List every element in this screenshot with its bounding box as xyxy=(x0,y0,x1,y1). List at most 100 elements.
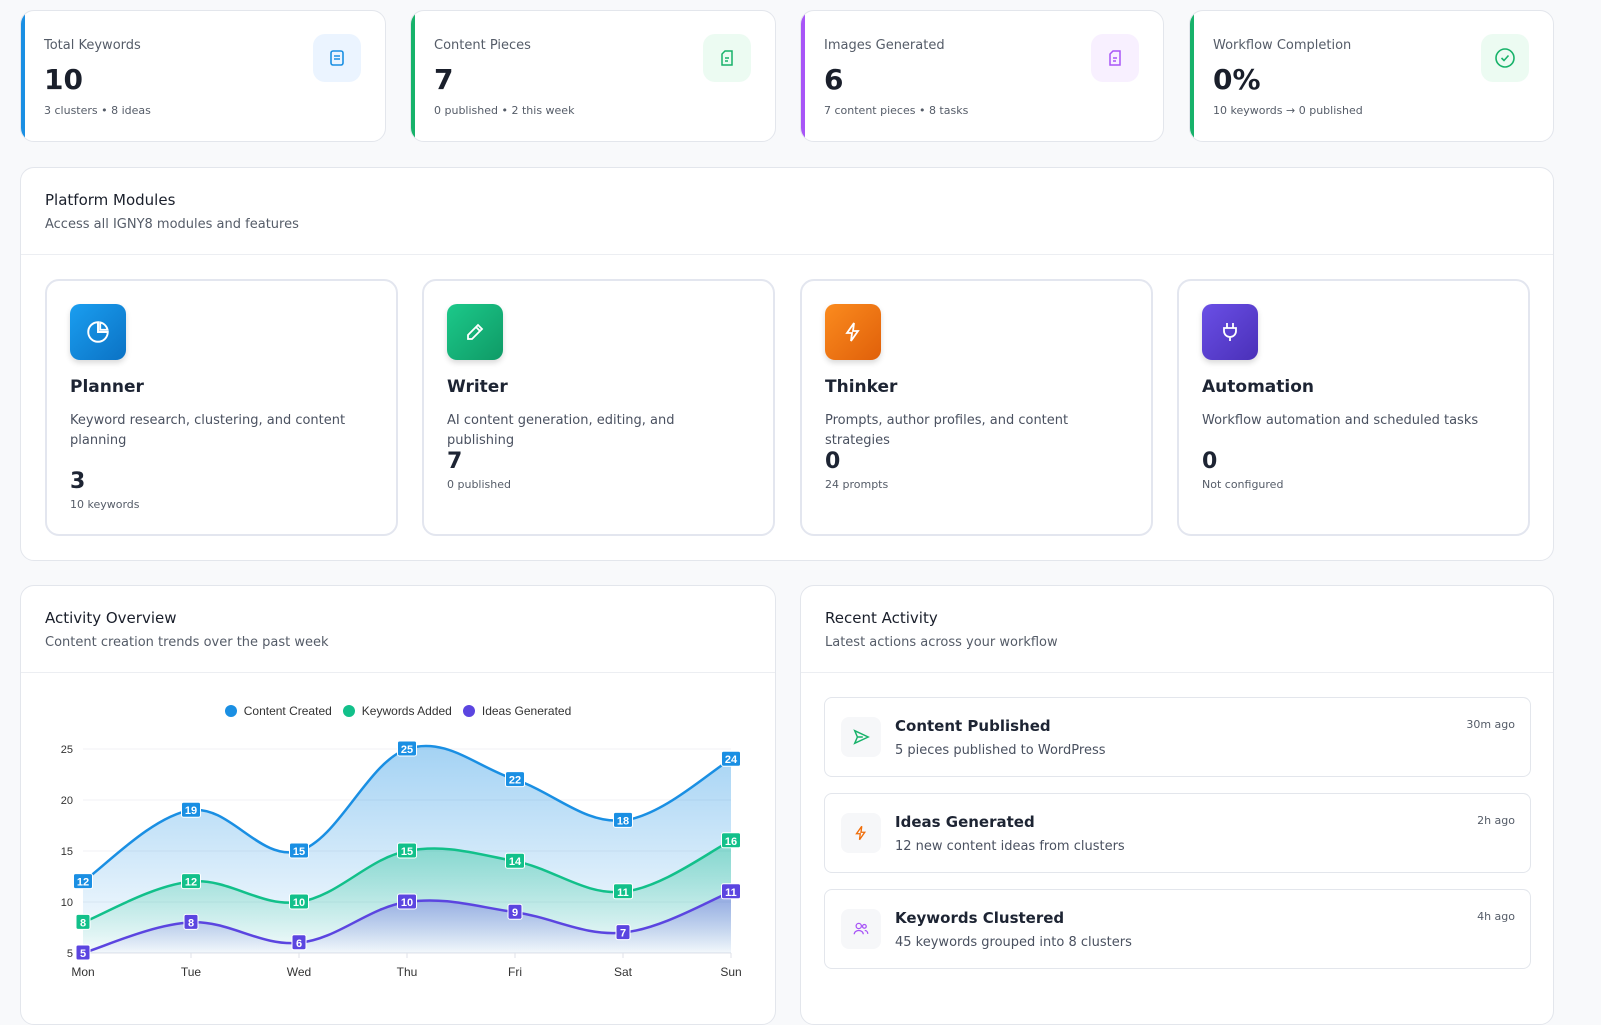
module-count: 0 xyxy=(1202,449,1218,474)
module-card-automation[interactable]: Automation Workflow automation and sched… xyxy=(1177,279,1530,536)
data-label: 12 xyxy=(77,877,89,889)
check-circle-icon xyxy=(1481,34,1529,82)
activity-item[interactable]: Keywords Clustered 45 keywords grouped i… xyxy=(824,889,1531,969)
data-label: 10 xyxy=(293,897,305,909)
accent-bar xyxy=(801,11,805,141)
list-icon xyxy=(313,34,361,82)
data-label-box xyxy=(75,944,91,961)
stat-sub: 0 published • 2 this week xyxy=(434,104,575,117)
legend-label: Content Created xyxy=(243,704,332,718)
x-tick-label: Mon xyxy=(71,965,94,979)
plug-icon xyxy=(1202,304,1258,360)
module-count-label: 24 prompts xyxy=(825,478,889,491)
module-name: Planner xyxy=(70,377,144,397)
panel-title: Platform Modules xyxy=(45,191,176,209)
module-count: 7 xyxy=(447,449,463,474)
data-label-box xyxy=(613,811,633,828)
data-label-box xyxy=(181,873,201,890)
stat-card-total-keywords[interactable]: Total Keywords 10 3 clusters • 8 ideas xyxy=(20,10,386,142)
data-label: 18 xyxy=(617,815,629,827)
stat-label: Images Generated xyxy=(824,38,945,53)
activity-item[interactable]: Content Published 5 pieces published to … xyxy=(824,697,1531,777)
module-description: Keyword research, clustering, and conten… xyxy=(70,413,346,448)
module-description: Prompts, author profiles, and content st… xyxy=(825,413,1069,448)
data-label: 7 xyxy=(620,928,626,940)
data-label: 11 xyxy=(725,887,737,899)
module-name: Thinker xyxy=(825,377,898,397)
activity-time: 30m ago xyxy=(1466,718,1515,731)
panel-subtitle: Access all IGNY8 modules and features xyxy=(45,217,299,232)
y-tick-label: 5 xyxy=(67,948,73,960)
activity-chart: 5 10 15 20 25 Mon Tue Wed Thu Fri Sat Sun 12 19 15 25 22… xyxy=(61,740,742,979)
recent-activity-panel: Recent Activity Latest actions across yo… xyxy=(800,585,1554,1025)
divider xyxy=(21,672,775,673)
data-label-box xyxy=(721,883,741,900)
module-count-label: 0 published xyxy=(447,478,511,491)
x-tick-label: Tue xyxy=(181,965,202,979)
data-label-box xyxy=(507,903,523,920)
x-tick-label: Sat xyxy=(614,965,633,979)
legend-item[interactable]: Ideas Generated xyxy=(462,704,571,718)
file-icon xyxy=(703,34,751,82)
activity-title: Ideas Generated xyxy=(895,813,1035,831)
activity-description: 45 keywords grouped into 8 clusters xyxy=(895,935,1132,950)
data-label: 14 xyxy=(509,856,522,868)
legend-dot xyxy=(462,705,475,717)
data-label-box xyxy=(721,832,741,849)
activity-title: Content Published xyxy=(895,717,1051,735)
stat-label: Content Pieces xyxy=(434,38,531,53)
activity-description: 12 new content ideas from clusters xyxy=(895,839,1125,854)
module-description: Workflow automation and scheduled tasks xyxy=(1202,413,1479,428)
panel-title: Recent Activity xyxy=(825,609,938,627)
accent-bar xyxy=(1190,11,1194,141)
file-icon xyxy=(1091,34,1139,82)
divider xyxy=(801,672,1553,673)
activity-item[interactable]: Ideas Generated 12 new content ideas fro… xyxy=(824,793,1531,873)
module-card-planner[interactable]: Planner Keyword research, clustering, an… xyxy=(45,279,398,536)
data-label: 25 xyxy=(401,744,413,756)
panel-title: Activity Overview xyxy=(45,609,177,627)
data-label: 15 xyxy=(293,846,305,858)
stat-sub: 7 content pieces • 8 tasks xyxy=(824,104,969,117)
data-label-box xyxy=(181,801,201,818)
pencil-icon xyxy=(447,304,503,360)
module-card-thinker[interactable]: Thinker Prompts, author profiles, and co… xyxy=(800,279,1153,536)
bolt-icon xyxy=(841,813,881,853)
stat-value: 10 xyxy=(44,63,83,96)
y-tick-label: 10 xyxy=(61,897,73,909)
stat-value: 6 xyxy=(824,63,844,96)
legend-label: Keywords Added xyxy=(361,704,452,718)
activity-time: 2h ago xyxy=(1477,814,1515,827)
data-label-box xyxy=(289,893,309,910)
legend-dot xyxy=(224,705,237,717)
data-label: 9 xyxy=(512,907,518,919)
platform-modules-panel: Platform Modules Access all IGNY8 module… xyxy=(20,167,1554,561)
module-count: 0 xyxy=(825,449,841,474)
divider xyxy=(21,254,1553,255)
stat-card-content-pieces[interactable]: Content Pieces 7 0 published • 2 this we… xyxy=(410,10,776,142)
stat-card-images-generated[interactable]: Images Generated 6 7 content pieces • 8 … xyxy=(800,10,1164,142)
x-tick-label: Fri xyxy=(508,965,522,979)
data-label: 19 xyxy=(185,805,197,817)
activity-overview-panel: Activity Overview Content creation trend… xyxy=(20,585,776,1025)
module-card-writer[interactable]: Writer AI content generation, editing, a… xyxy=(422,279,775,536)
module-name: Automation xyxy=(1202,377,1314,397)
x-tick-label: Wed xyxy=(287,965,311,979)
pie-chart-icon xyxy=(70,304,126,360)
legend-item[interactable]: Content Created xyxy=(224,704,332,718)
stat-label: Total Keywords xyxy=(44,38,141,53)
data-label: 8 xyxy=(188,917,194,929)
data-label-box xyxy=(613,883,633,900)
data-label-box xyxy=(505,771,525,788)
x-tick-label: Sun xyxy=(720,965,741,979)
data-label: 15 xyxy=(401,846,413,858)
module-count-label: 10 keywords xyxy=(70,498,140,511)
stat-value: 0% xyxy=(1213,63,1261,96)
data-label-box xyxy=(505,852,525,869)
activity-time: 4h ago xyxy=(1477,910,1515,923)
data-label-box xyxy=(73,873,93,890)
legend-item[interactable]: Keywords Added xyxy=(342,704,452,718)
data-label-box xyxy=(75,913,91,930)
stat-card-workflow-completion[interactable]: Workflow Completion 0% 10 keywords → 0 p… xyxy=(1189,10,1554,142)
data-label-box xyxy=(291,934,307,951)
